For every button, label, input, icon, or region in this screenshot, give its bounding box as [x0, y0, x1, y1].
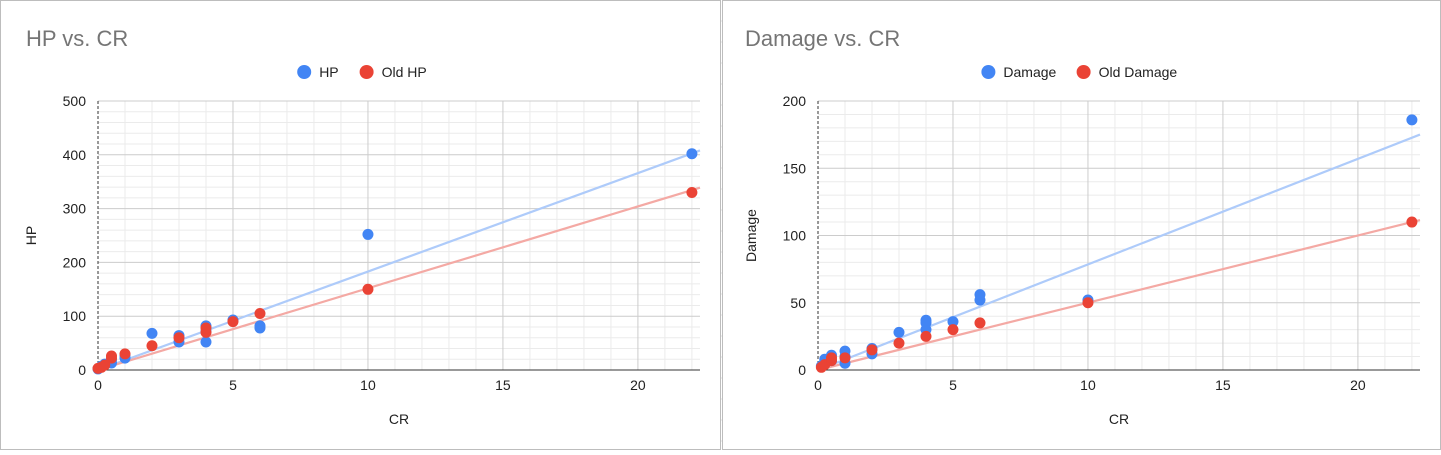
data-point — [254, 320, 266, 332]
legend-label: Damage — [1003, 64, 1056, 80]
y-tick-label: 200 — [783, 93, 807, 109]
chart-title: Damage vs. CR — [745, 26, 900, 51]
y-tick-label: 50 — [790, 295, 806, 311]
y-tick-label: 500 — [63, 93, 87, 109]
legend-label: HP — [319, 64, 338, 80]
y-tick-label: 150 — [783, 160, 807, 176]
data-point — [920, 330, 932, 342]
data-point — [200, 336, 212, 348]
legend-label: Old HP — [382, 64, 427, 80]
x-tick-label: 20 — [630, 377, 646, 393]
chart-title: HP vs. CR — [26, 26, 128, 51]
hp-chart-panel[interactable]: HP vs. CR 0 100 200 300 400 500 0 5 10 15 20 CR HP HP O… — [0, 0, 721, 450]
damage-vs-cr-chart: Damage vs. CR 0 50 100 150 200 0 5 10 15 20 CR Damag… — [743, 26, 1421, 427]
series-1-points — [92, 186, 698, 374]
y-tick-label: 400 — [63, 147, 87, 163]
data-point — [1406, 114, 1418, 126]
data-point — [254, 308, 266, 320]
y-tick-label: 100 — [63, 308, 87, 324]
data-point — [362, 228, 374, 240]
data-point — [99, 359, 111, 371]
x-tick-label: 0 — [94, 377, 102, 393]
legend-marker — [359, 65, 374, 79]
data-point — [362, 283, 374, 295]
data-point — [146, 327, 158, 339]
trendline — [817, 218, 1421, 372]
data-point — [866, 344, 878, 356]
x-tick-label: 0 — [814, 377, 822, 393]
data-point — [893, 326, 905, 338]
trendline — [97, 149, 701, 372]
data-point — [146, 340, 158, 352]
y-axis-label: HP — [23, 226, 39, 245]
y-axis-label: Damage — [743, 209, 759, 262]
hp-vs-cr-chart: HP vs. CR 0 100 200 300 400 500 0 5 10 15 20 CR HP HP O… — [23, 26, 701, 427]
data-point — [1406, 216, 1418, 228]
data-point — [947, 316, 959, 328]
trendline — [817, 133, 1421, 372]
y-tick-label: 200 — [63, 254, 87, 270]
data-point — [974, 289, 986, 301]
damage-chart-panel[interactable]: Damage vs. CR 0 50 100 150 200 0 5 10 15 20 CR Damag… — [722, 0, 1441, 450]
data-point — [227, 316, 239, 328]
data-point — [119, 348, 131, 360]
x-axis-label: CR — [1109, 411, 1129, 427]
data-point — [1082, 297, 1094, 309]
data-point — [893, 337, 905, 349]
x-tick-label: 15 — [1215, 377, 1231, 393]
legend-marker — [297, 65, 312, 79]
series-1-points — [815, 216, 1418, 373]
x-tick-label: 20 — [1350, 377, 1366, 393]
x-tick-label: 5 — [229, 377, 237, 393]
legend-label: Old Damage — [1099, 64, 1178, 80]
data-point — [105, 350, 117, 362]
data-point — [825, 352, 837, 364]
x-tick-label: 5 — [949, 377, 957, 393]
y-tick-label: 100 — [783, 228, 807, 244]
data-point — [686, 186, 698, 198]
y-tick-label: 0 — [798, 362, 806, 378]
chart-legend: Damage Old Damage — [981, 64, 1177, 80]
chart-legend: HP Old HP — [297, 64, 427, 80]
data-point — [173, 332, 185, 344]
x-tick-label: 10 — [1080, 377, 1096, 393]
data-point — [974, 317, 986, 329]
x-axis-label: CR — [389, 411, 409, 427]
data-point — [920, 314, 932, 326]
data-point — [686, 148, 698, 160]
legend-marker — [1076, 65, 1091, 79]
data-point — [200, 322, 212, 334]
trendline — [97, 186, 701, 372]
x-tick-label: 15 — [495, 377, 511, 393]
data-point — [839, 352, 851, 364]
legend-marker — [981, 65, 996, 79]
data-point — [947, 324, 959, 336]
y-tick-label: 0 — [78, 362, 86, 378]
x-tick-label: 10 — [360, 377, 376, 393]
y-tick-label: 300 — [63, 201, 87, 217]
